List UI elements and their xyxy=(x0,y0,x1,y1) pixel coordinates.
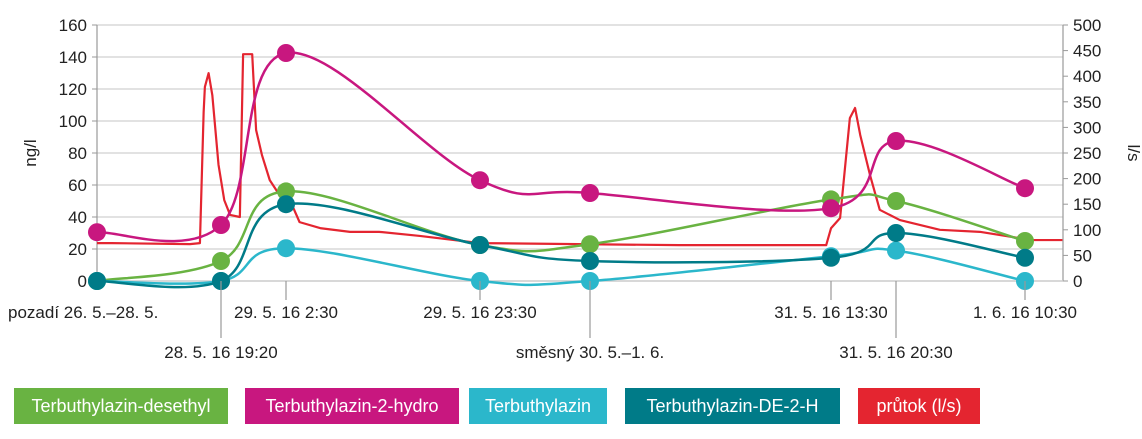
data-point xyxy=(581,235,599,254)
data-point xyxy=(88,223,106,242)
y-tick-label: 40 xyxy=(68,208,87,227)
data-point xyxy=(88,272,106,290)
series-line xyxy=(96,51,1026,243)
y-tick-label: 140 xyxy=(59,48,87,67)
legend-item: Terbuthylazin-desethyl xyxy=(14,388,228,424)
y2-tick-label: 400 xyxy=(1073,67,1101,86)
y2-tick-label: 500 xyxy=(1073,16,1101,35)
series-line xyxy=(96,246,1026,287)
data-point xyxy=(277,239,295,258)
y-tick-label: 80 xyxy=(68,144,87,163)
y-tick-label: 160 xyxy=(59,16,87,35)
x-tick-label: 31. 5. 16 13:30 xyxy=(774,303,887,322)
chart: 0 20 40 60 80 100 120 140 160 0 50 100 150 200 250 300 3… xyxy=(8,16,1142,362)
data-point xyxy=(887,192,905,210)
y2-tick-label: 200 xyxy=(1073,170,1101,189)
y2-tick-label: 50 xyxy=(1073,246,1092,265)
data-point xyxy=(581,252,599,270)
data-point xyxy=(887,224,905,242)
y2-tick-label: 250 xyxy=(1073,144,1101,163)
data-point xyxy=(1016,248,1034,267)
series-line xyxy=(96,202,1026,289)
legend-item: Terbuthylazin-DE-2-H xyxy=(625,388,840,424)
x-tick-label: 29. 5. 16 23:30 xyxy=(423,303,536,322)
series-terbuthylazin-2-hydro xyxy=(88,44,1034,243)
x-tick-label: 28. 5. 16 19:20 xyxy=(164,343,277,362)
data-point xyxy=(887,241,905,260)
flow-series xyxy=(97,53,1063,247)
y2-tick-label: 450 xyxy=(1073,42,1101,61)
data-point xyxy=(581,184,599,202)
data-point xyxy=(277,44,295,62)
series-line xyxy=(96,190,1026,283)
data-point xyxy=(277,182,295,201)
x-tick-label: směsný 30. 5.–1. 6. xyxy=(516,343,664,362)
y2-tick-label: 350 xyxy=(1073,93,1101,112)
y-tick-label: 0 xyxy=(78,272,87,291)
data-point xyxy=(471,236,489,254)
x-labels: pozadí 26. 5.–28. 5. 28. 5. 16 19:20 29. 5… xyxy=(8,281,1077,362)
legend-item: Terbuthylazin-2-hydro xyxy=(245,388,459,424)
legend-item: Terbuthylazin xyxy=(469,388,607,424)
x-tick-label: 31. 5. 16 20:30 xyxy=(839,343,952,362)
data-point xyxy=(277,195,295,214)
y-tick-label: 100 xyxy=(59,112,87,131)
y2-tick-label: 100 xyxy=(1073,221,1101,240)
flow-line xyxy=(97,53,1063,247)
y2-tick-label: 150 xyxy=(1073,195,1101,214)
y2-tick-label: 300 xyxy=(1073,118,1101,137)
y-tick-label: 60 xyxy=(68,176,87,195)
data-point xyxy=(1016,232,1034,250)
x-tick-label: 1. 6. 16 10:30 xyxy=(973,303,1077,322)
data-point xyxy=(471,171,489,190)
y-axis-label: ng/l xyxy=(21,139,40,166)
series-terbuthylazin xyxy=(88,239,1034,290)
data-point xyxy=(822,248,840,267)
data-point xyxy=(887,132,905,150)
y-tick-label: 120 xyxy=(59,80,87,99)
y2-tick-label: 0 xyxy=(1073,272,1082,291)
data-point xyxy=(1016,179,1034,198)
data-point xyxy=(212,252,230,270)
y-tick-label: 20 xyxy=(68,240,87,259)
data-point xyxy=(212,216,230,234)
series-group xyxy=(88,44,1034,290)
y2-axis-label: l/s xyxy=(1124,145,1142,162)
legend-item: průtok (l/s) xyxy=(858,388,980,424)
data-point xyxy=(822,199,840,218)
x-tick-label: 29. 5. 16 2:30 xyxy=(234,303,338,322)
x-tick-label: pozadí 26. 5.–28. 5. xyxy=(8,303,158,322)
